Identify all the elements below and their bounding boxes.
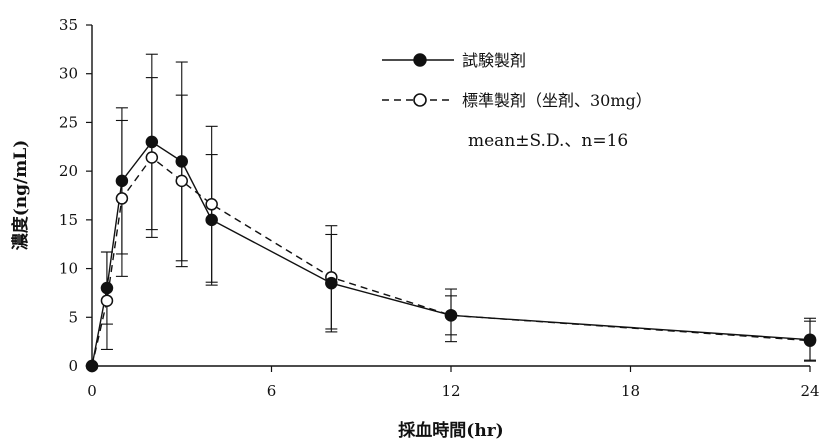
y-tick-label: 35 xyxy=(59,16,78,34)
y-ticks: 0 5 10 15 20 25 30 35 xyxy=(59,16,92,375)
y-tick-label: 5 xyxy=(68,308,78,326)
y-tick-label: 0 xyxy=(68,357,78,375)
y-tick-label: 20 xyxy=(59,162,78,180)
data-point-test xyxy=(100,281,114,295)
legend: 試験製剤 標準製剤（坐剤、30mg） mean±S.D.、n=16 xyxy=(382,51,652,151)
y-tick-label: 30 xyxy=(59,65,78,83)
x-tick-label: 6 xyxy=(267,382,277,400)
y-tick-label: 15 xyxy=(59,211,78,229)
y-tick-label: 25 xyxy=(59,113,78,131)
data-point-test xyxy=(205,213,218,227)
stats-note: mean±S.D.、n=16 xyxy=(468,131,628,151)
x-ticks: 0 6 12 18 24 xyxy=(87,366,820,400)
data-point-test xyxy=(444,309,458,322)
legend-label-reference: 標準製剤（坐剤、30mg） xyxy=(462,91,652,110)
legend-marker-test xyxy=(413,53,427,67)
data-point-test xyxy=(115,174,129,188)
legend-marker-reference xyxy=(413,93,427,107)
data-points xyxy=(85,135,817,373)
legend-label-test: 試験製剤 xyxy=(462,51,526,70)
x-tick-label: 12 xyxy=(441,382,460,400)
x-tick-label: 0 xyxy=(87,382,97,400)
series-line-reference xyxy=(91,156,811,367)
data-point-reference xyxy=(175,174,188,188)
data-point-test xyxy=(85,359,99,373)
x-tick-label: 24 xyxy=(800,382,819,400)
data-point-reference xyxy=(100,294,114,307)
y-tick-label: 10 xyxy=(59,260,78,278)
y-axis-label: 濃度(ng/mL) xyxy=(10,140,31,250)
data-point-reference xyxy=(145,151,159,164)
data-point-test xyxy=(145,135,159,149)
x-axis-label: 採血時間(hr) xyxy=(398,420,503,441)
data-point-reference xyxy=(205,198,218,211)
data-point-reference xyxy=(115,192,129,205)
data-point-test xyxy=(175,155,188,168)
data-point-test xyxy=(803,333,817,346)
data-point-test xyxy=(325,276,338,290)
x-tick-label: 18 xyxy=(621,382,640,400)
